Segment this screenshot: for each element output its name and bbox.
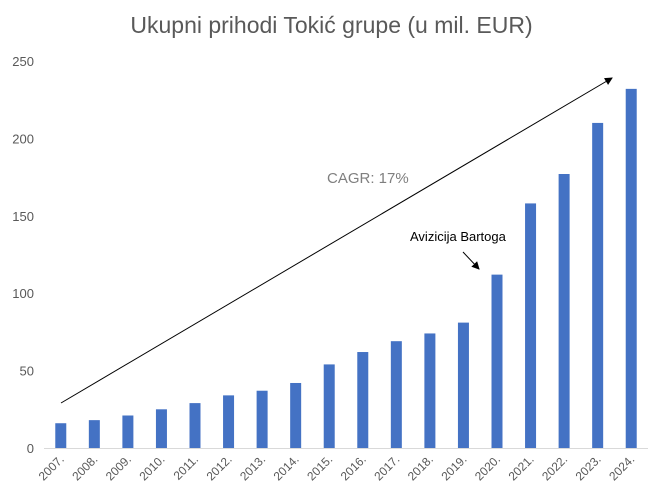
bar-2017 (390, 341, 402, 448)
x-tick-label: 2016. (338, 452, 369, 483)
bar-2013 (256, 390, 268, 448)
x-tick-label: 2024. (606, 452, 637, 483)
bar-2015 (323, 364, 335, 448)
x-tick-label: 2021. (506, 452, 537, 483)
x-tick-label: 2009. (103, 452, 134, 483)
bar-2019 (457, 322, 469, 448)
bar-2008 (88, 420, 100, 448)
bar-2010 (155, 409, 167, 448)
x-tick-label: 2012. (204, 452, 235, 483)
bar-2024 (625, 88, 637, 448)
x-tick-label: 2008. (69, 452, 100, 483)
x-tick-label: 2013. (237, 452, 268, 483)
x-tick-label: 2017. (371, 452, 402, 483)
y-tick-label: 100 (12, 286, 34, 301)
y-tick-label: 200 (12, 131, 34, 146)
y-tick-label: 150 (12, 209, 34, 224)
x-tick-label: 2010. (136, 452, 167, 483)
cagr-annotation: CAGR: 17% (327, 170, 409, 187)
y-tick-label: 0 (27, 441, 34, 456)
x-tick-label: 2019. (438, 452, 469, 483)
y-tick-label: 50 (20, 364, 34, 379)
bar-2021 (525, 203, 537, 448)
x-tick-label: 2014. (271, 452, 302, 483)
acquisition-annotation: Avizicija Bartoga (410, 229, 507, 244)
y-tick-label: 250 (12, 54, 34, 69)
bar-2022 (558, 174, 570, 448)
x-tick-label: 2018. (405, 452, 436, 483)
acquisition-arrow (462, 251, 480, 270)
x-tick-label: 2015. (304, 452, 335, 483)
chart-title: Ukupni prihodi Tokić grupe (u mil. EUR) (130, 12, 533, 38)
bar-2023 (592, 122, 604, 449)
x-tick-label: 2007. (36, 452, 67, 483)
bar-2020 (491, 274, 503, 448)
cagr-trend-arrow (60, 77, 613, 404)
x-tick-label: 2022. (539, 452, 570, 483)
bar-2009 (122, 415, 134, 448)
x-tick-label: 2020. (472, 452, 503, 483)
bar-2016 (357, 352, 369, 448)
bar-2018 (424, 333, 436, 448)
x-tick-label: 2011. (171, 452, 202, 483)
bar-2011 (189, 403, 201, 448)
x-tick-label: 2023. (573, 452, 604, 483)
bar-2012 (223, 395, 235, 448)
bar-2014 (290, 382, 302, 448)
bar-2007 (55, 423, 67, 448)
